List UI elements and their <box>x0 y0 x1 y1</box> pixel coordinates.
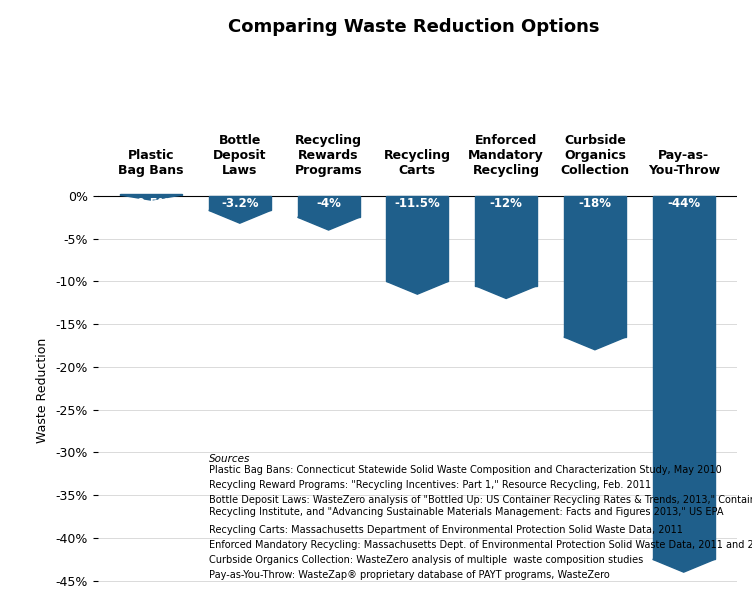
Text: Recycling
Rewards
Programs: Recycling Rewards Programs <box>295 134 362 177</box>
Y-axis label: Waste Reduction: Waste Reduction <box>35 338 49 443</box>
Bar <box>298 196 359 217</box>
Text: Curbside
Organics
Collection: Curbside Organics Collection <box>560 134 629 177</box>
Polygon shape <box>298 217 359 230</box>
Polygon shape <box>653 559 714 572</box>
Text: Bottle Deposit Laws: WasteZero analysis of "Bottled Up: US Container Recycling R: Bottle Deposit Laws: WasteZero analysis … <box>209 495 752 517</box>
Text: Pay-as-You-Throw: WasteZap® proprietary database of PAYT programs, WasteZero: Pay-as-You-Throw: WasteZap® proprietary … <box>209 570 609 580</box>
Polygon shape <box>120 195 182 200</box>
Text: Recycling Reward Programs: "Recycling Incentives: Part 1," Resource Recycling, F: Recycling Reward Programs: "Recycling In… <box>209 480 651 490</box>
Text: Plastic Bag Bans: Connecticut Statewide Solid Waste Composition and Characteriza: Plastic Bag Bans: Connecticut Statewide … <box>209 465 721 475</box>
Polygon shape <box>209 210 271 223</box>
Bar <box>653 196 714 559</box>
Text: -44%: -44% <box>667 198 700 210</box>
Polygon shape <box>387 281 448 294</box>
Bar <box>209 196 271 210</box>
Text: Curbside Organics Collection: WasteZero analysis of multiple  waste composition : Curbside Organics Collection: WasteZero … <box>209 555 643 565</box>
Text: -3.2%: -3.2% <box>221 198 259 210</box>
Polygon shape <box>475 285 537 298</box>
Bar <box>387 196 448 281</box>
Text: Bottle
Deposit
Laws: Bottle Deposit Laws <box>213 134 266 177</box>
Text: Plastic
Bag Bans: Plastic Bag Bans <box>118 149 183 177</box>
Text: Recycling Carts: Massachusetts Department of Environmental Protection Solid Wast: Recycling Carts: Massachusetts Departmen… <box>209 525 683 535</box>
Text: Comparing Waste Reduction Options: Comparing Waste Reduction Options <box>228 18 599 37</box>
Text: -12%: -12% <box>490 198 523 210</box>
Bar <box>475 196 537 285</box>
Text: Sources: Sources <box>209 454 250 464</box>
Bar <box>564 196 626 337</box>
Text: -0.5%: -0.5% <box>132 198 170 210</box>
Text: -11.5%: -11.5% <box>395 198 440 210</box>
Polygon shape <box>564 337 626 350</box>
Text: Enforced
Mandatory
Recycling: Enforced Mandatory Recycling <box>468 134 544 177</box>
Bar <box>120 194 182 195</box>
Text: -4%: -4% <box>316 198 341 210</box>
Text: Recycling
Carts: Recycling Carts <box>384 149 451 177</box>
Text: Enforced Mandatory Recycling: Massachusetts Dept. of Environmental Protection So: Enforced Mandatory Recycling: Massachuse… <box>209 540 752 550</box>
Text: -18%: -18% <box>578 198 611 210</box>
Text: Pay-as-
You-Throw: Pay-as- You-Throw <box>647 149 720 177</box>
